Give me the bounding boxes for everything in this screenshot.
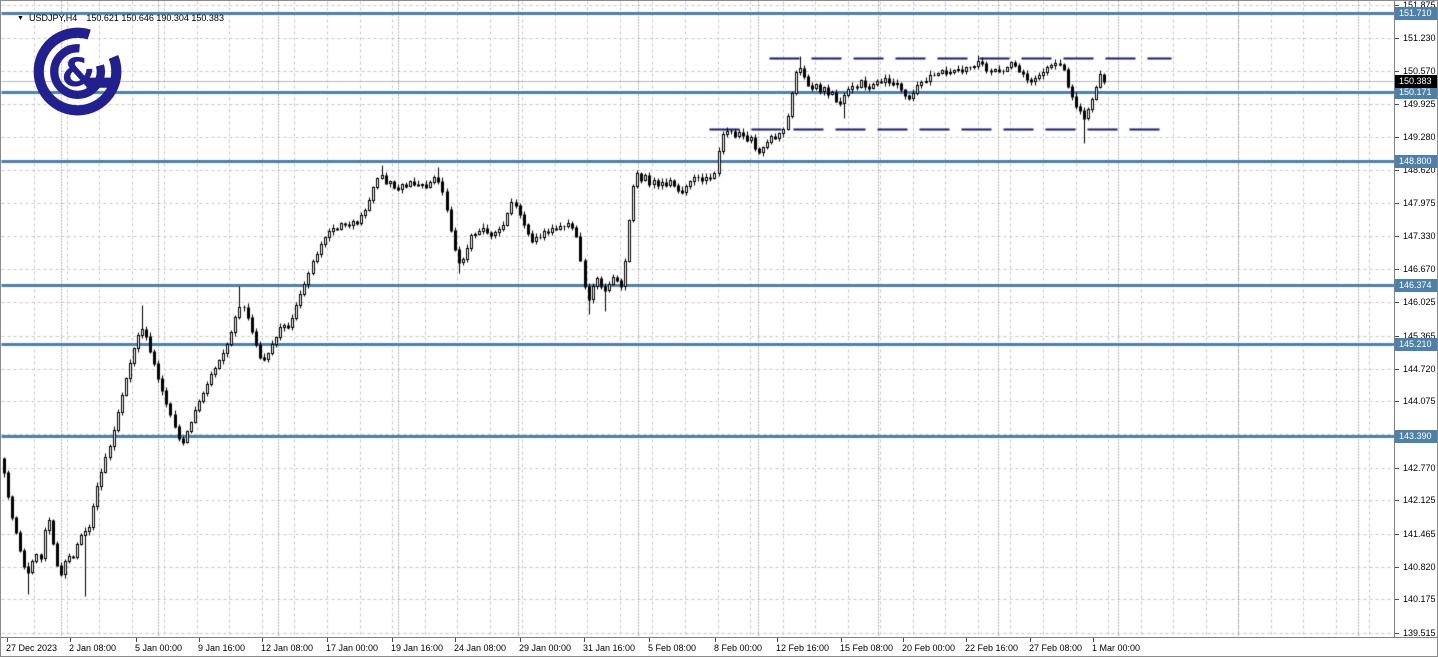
price-tick-label: 139.515 bbox=[1403, 628, 1436, 638]
price-tick-label: 141.465 bbox=[1403, 529, 1436, 539]
time-tick-mark bbox=[903, 638, 904, 642]
time-tick-label: 17 Jan 00:00 bbox=[326, 643, 379, 653]
time-tick-label: 5 Feb 08:00 bbox=[648, 643, 697, 653]
time-tick-mark bbox=[649, 638, 650, 642]
price-tick-mark bbox=[1395, 567, 1399, 568]
chart-title: ▼ USDJPY,H4 150.621 150.646 190.304 150.38… bbox=[7, 3, 224, 33]
current-price-badge: 150.383 bbox=[1395, 75, 1437, 88]
time-tick-mark bbox=[966, 638, 967, 642]
time-tick-mark bbox=[392, 638, 393, 642]
price-tick-label: 144.075 bbox=[1403, 396, 1436, 406]
price-tick-mark bbox=[1395, 369, 1399, 370]
price-tick-label: 146.670 bbox=[1403, 264, 1436, 274]
price-tick-label: 140.820 bbox=[1403, 562, 1436, 572]
time-tick-mark bbox=[199, 638, 200, 642]
time-tick-label: 2 Jan 08:00 bbox=[69, 643, 117, 653]
symbol-dropdown-icon[interactable]: ▼ bbox=[17, 15, 24, 22]
time-tick-mark bbox=[715, 638, 716, 642]
time-tick-mark bbox=[1030, 638, 1031, 642]
price-tick-label: 148.620 bbox=[1403, 165, 1436, 175]
time-tick-label: 1 Mar 00:00 bbox=[1092, 643, 1141, 653]
time-tick-mark bbox=[327, 638, 328, 642]
time-tick-label: 5 Jan 00:00 bbox=[135, 643, 183, 653]
level-price-badge: 143.390 bbox=[1395, 430, 1437, 443]
level-price-badge: 145.210 bbox=[1395, 338, 1437, 351]
price-tick-label: 149.925 bbox=[1403, 99, 1436, 109]
price-tick-mark bbox=[1395, 269, 1399, 270]
time-tick-label: 12 Feb 16:00 bbox=[776, 643, 830, 653]
time-tick-label: 8 Feb 00:00 bbox=[714, 643, 763, 653]
time-tick-mark bbox=[1093, 638, 1094, 642]
price-tick-mark bbox=[1395, 104, 1399, 105]
time-tick-mark bbox=[841, 638, 842, 642]
time-tick-label: 31 Jan 16:00 bbox=[583, 643, 636, 653]
price-tick-mark bbox=[1395, 38, 1399, 39]
time-axis[interactable]: 27 Dec 2023 2 Jan 08:00 5 Jan 00:00 9 Jan 1… bbox=[1, 637, 1437, 656]
price-tick-mark bbox=[1395, 500, 1399, 501]
time-tick-mark bbox=[455, 638, 456, 642]
symbol-period-label: USDJPY,H4 bbox=[28, 13, 78, 23]
time-tick-label: 20 Feb 00:00 bbox=[902, 643, 956, 653]
price-tick-mark bbox=[1395, 468, 1399, 469]
chart-plot-area[interactable] bbox=[1, 1, 1394, 637]
price-tick-label: 147.975 bbox=[1403, 198, 1436, 208]
price-tick-label: 151.875 bbox=[1403, 0, 1436, 10]
price-tick-label: 151.230 bbox=[1403, 33, 1436, 43]
price-tick-label: 149.280 bbox=[1403, 132, 1436, 142]
price-tick-label: 146.025 bbox=[1403, 297, 1436, 307]
price-tick-label: 140.175 bbox=[1403, 594, 1436, 604]
time-tick-label: 19 Jan 16:00 bbox=[391, 643, 444, 653]
price-tick-mark bbox=[1395, 302, 1399, 303]
time-tick-mark bbox=[520, 638, 521, 642]
price-tick-mark bbox=[1395, 534, 1399, 535]
time-tick-mark bbox=[262, 638, 263, 642]
level-price-badge: 146.374 bbox=[1395, 279, 1437, 292]
level-price-badge: 148.800 bbox=[1395, 155, 1437, 168]
time-tick-label: 9 Jan 16:00 bbox=[198, 643, 246, 653]
price-axis[interactable]: 151.875 151.230 150.570 149.925 149.280 148.6… bbox=[1394, 0, 1437, 638]
time-tick-mark bbox=[70, 638, 71, 642]
price-tick-mark bbox=[1395, 5, 1399, 6]
logo-inner-c-arc bbox=[50, 44, 105, 99]
time-tick-mark bbox=[7, 638, 8, 642]
time-tick-label: 29 Jan 00:00 bbox=[519, 643, 572, 653]
price-tick-label: 147.330 bbox=[1403, 231, 1436, 241]
price-tick-label: 145.365 bbox=[1403, 331, 1436, 341]
price-tick-mark bbox=[1395, 236, 1399, 237]
price-tick-mark bbox=[1395, 401, 1399, 402]
time-tick-mark bbox=[777, 638, 778, 642]
broker-logo: & bbox=[33, 27, 122, 116]
price-tick-mark bbox=[1395, 170, 1399, 171]
price-tick-mark bbox=[1395, 336, 1399, 337]
level-price-badge: 150.171 bbox=[1395, 86, 1437, 99]
time-tick-label: 15 Feb 08:00 bbox=[840, 643, 894, 653]
price-tick-label: 144.720 bbox=[1403, 364, 1436, 374]
price-tick-mark bbox=[1395, 599, 1399, 600]
ohlc-values-label: 150.621 150.646 190.304 150.383 bbox=[86, 13, 224, 23]
time-tick-mark bbox=[584, 638, 585, 642]
level-price-badge: 151.710 bbox=[1395, 7, 1437, 20]
price-tick-mark bbox=[1395, 137, 1399, 138]
price-tick-label: 150.570 bbox=[1403, 66, 1436, 76]
time-tick-label: 22 Feb 16:00 bbox=[965, 643, 1019, 653]
price-tick-label: 142.125 bbox=[1403, 495, 1436, 505]
price-tick-label: 142.770 bbox=[1403, 463, 1436, 473]
time-tick-mark bbox=[136, 638, 137, 642]
price-tick-mark bbox=[1395, 203, 1399, 204]
price-tick-mark bbox=[1395, 71, 1399, 72]
time-tick-label: 27 Feb 08:00 bbox=[1029, 643, 1083, 653]
time-tick-label: 24 Jan 08:00 bbox=[454, 643, 507, 653]
price-tick-mark bbox=[1395, 633, 1399, 634]
time-tick-label: 27 Dec 2023 bbox=[6, 643, 58, 653]
logo-ampersand: & bbox=[62, 51, 96, 96]
time-tick-label: 12 Jan 08:00 bbox=[261, 643, 314, 653]
